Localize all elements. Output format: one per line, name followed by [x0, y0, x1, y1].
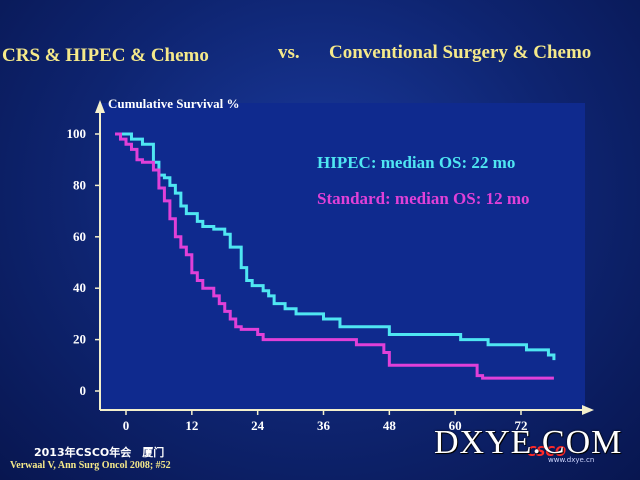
- plot-area: [100, 103, 585, 410]
- citation: Verwaal V, Ann Surg Oncol 2008; #52: [10, 460, 171, 471]
- y-tick-label-80: 80: [73, 177, 86, 192]
- header-right-title: Conventional Surgery & Chemo: [329, 42, 592, 63]
- header-left-title: CRS & HIPEC & Chemo: [2, 45, 209, 66]
- x-tick-label-60: 60: [449, 418, 462, 433]
- y-tick-label-40: 40: [73, 280, 86, 295]
- annotation-hipec: HIPEC: median OS: 22 mo: [317, 153, 515, 172]
- series-standard-line: [115, 132, 554, 380]
- x-tick-label-0: 0: [123, 418, 130, 433]
- x-tick-label-36: 36: [317, 418, 331, 433]
- x-tick-label-72: 72: [515, 418, 528, 433]
- x-tick-label-48: 48: [383, 418, 397, 433]
- y-axis-label: Cumulative Survival %: [108, 96, 239, 111]
- y-axis-arrow: [95, 100, 105, 113]
- x-axis-arrow: [582, 405, 594, 415]
- y-tick-label-60: 60: [73, 229, 86, 244]
- series-hipec-line: [115, 132, 556, 361]
- annotation-standard: Standard: median OS: 12 mo: [317, 189, 530, 208]
- x-tick-label-24: 24: [251, 418, 265, 433]
- x-tick-label-12: 12: [185, 418, 198, 433]
- y-tick-label-20: 20: [73, 332, 86, 347]
- watermark-url: www.dxye.cn: [548, 456, 595, 464]
- csco-logo: CSCO: [527, 445, 567, 460]
- y-tick-label-0: 0: [80, 383, 87, 398]
- header-vs: vs.: [278, 42, 300, 63]
- event-caption: 2013年CSCO年会 厦门: [34, 446, 165, 459]
- y-tick-label-100: 100: [67, 126, 87, 141]
- watermark: DXYE.COM: [434, 424, 623, 461]
